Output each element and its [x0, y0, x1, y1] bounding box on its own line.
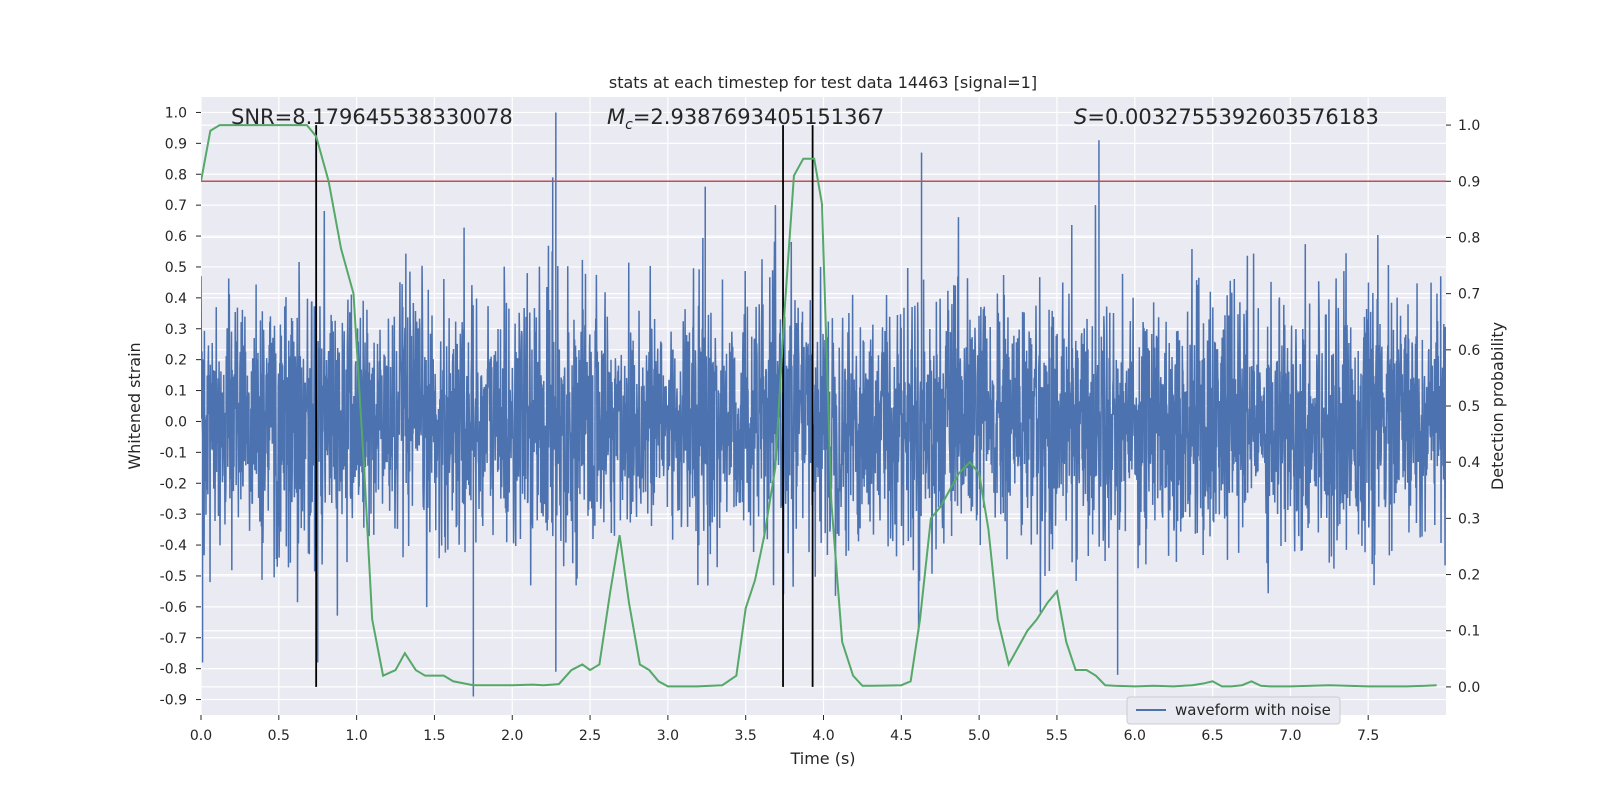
y-right-tick-label: 0.4: [1458, 455, 1480, 471]
y-left-tick-label: 0.4: [165, 291, 187, 307]
y-left-axis-ticks: 1.0 0.9 0.8 0.7 0.6 0.5 0.4 0.3 0.2 0.1 0.0 -0.1 -0.…: [160, 105, 201, 709]
y-right-axis-label: Detection probability: [1488, 322, 1507, 490]
y-right-tick-label: 0.3: [1458, 511, 1480, 527]
x-tick-label: 6.0: [1124, 728, 1146, 744]
y-left-tick-label: 0.9: [165, 136, 187, 152]
y-left-tick-label: -0.4: [160, 538, 187, 554]
x-tick-label: 5.5: [1046, 728, 1068, 744]
y-left-tick-label: 0.0: [165, 414, 187, 430]
y-right-tick-label: 0.8: [1458, 230, 1480, 246]
y-right-tick-label: 0.0: [1458, 680, 1480, 696]
y-right-tick-label: 1.0: [1458, 118, 1480, 134]
x-tick-label: 7.5: [1357, 728, 1379, 744]
s-annotation: S=0.003275539260357618​3: [1074, 105, 1379, 129]
x-tick-label: 3.5: [735, 728, 757, 744]
y-right-axis-ticks: 1.0 0.9 0.8 0.7 0.6 0.5 0.4 0.3 0.2 0.1 0.0: [1446, 118, 1480, 696]
y-left-tick-label: -0.8: [160, 662, 187, 678]
x-tick-label: 7.0: [1279, 728, 1301, 744]
x-axis-ticks: 0.0 0.5 1.0 1.5 2.0 2.5 3.0 3.5 4.0 4.5 5.0 5.5 6.0 6…: [190, 715, 1379, 744]
y-right-tick-label: 0.2: [1458, 568, 1480, 584]
y-left-tick-label: -0.7: [160, 631, 187, 647]
x-tick-label: 4.5: [890, 728, 912, 744]
y-left-tick-label: 0.8: [165, 167, 187, 183]
mc-symbol: M: [607, 105, 625, 129]
waveform-series: [201, 112, 1446, 697]
legend: waveform with noise: [1126, 696, 1341, 725]
y-right-tick-label: 0.1: [1458, 624, 1480, 640]
y-left-tick-label: 0.7: [165, 198, 187, 214]
x-tick-label: 2.5: [579, 728, 601, 744]
x-tick-label: 5.0: [968, 728, 990, 744]
x-tick-label: 3.0: [657, 728, 679, 744]
legend-box: [1126, 696, 1341, 725]
y-left-tick-label: 0.2: [165, 353, 187, 369]
y-left-tick-label: -0.9: [160, 693, 187, 709]
y-left-tick-label: -0.1: [160, 445, 187, 461]
x-tick-label: 0.5: [268, 728, 290, 744]
x-axis-label: Time (s): [789, 749, 855, 768]
mc-annotation: Mc=2.9387693405151367: [607, 105, 884, 133]
x-tick-label: 4.0: [812, 728, 834, 744]
probability-series: [201, 124, 1437, 688]
plot-content: [201, 112, 1446, 697]
y-left-tick-label: 0.3: [165, 322, 187, 338]
y-left-axis-label: Whitened strain: [125, 342, 144, 469]
x-tick-label: 1.5: [423, 728, 445, 744]
chart-title: stats at each timestep for test data 144…: [609, 73, 1037, 92]
y-left-tick-label: -0.2: [160, 476, 187, 492]
y-right-tick-label: 0.6: [1458, 343, 1480, 359]
y-left-tick-label: 1.0: [165, 105, 187, 121]
s-value: =0.003275539260357618​3: [1087, 105, 1379, 129]
y-right-tick-label: 0.5: [1458, 399, 1480, 415]
y-left-tick-label: -0.3: [160, 507, 187, 523]
x-tick-label: 6.5: [1201, 728, 1223, 744]
y-left-tick-label: 0.5: [165, 260, 187, 276]
y-left-tick-label: -0.6: [160, 600, 187, 616]
mc-value: =2.9387693405151367: [633, 105, 884, 129]
x-tick-label: 1.0: [345, 728, 367, 744]
snr-annotation: SNR=8.179645538330078: [231, 105, 513, 129]
mc-subscript: c: [625, 117, 633, 133]
y-left-tick-label: 0.1: [165, 384, 187, 400]
y-right-tick-label: 0.9: [1458, 174, 1480, 190]
y-right-tick-label: 0.7: [1458, 287, 1480, 303]
vertical-markers: [315, 125, 814, 687]
x-tick-label: 0.0: [190, 728, 212, 744]
legend-label: waveform with noise: [1175, 701, 1331, 719]
y-left-tick-label: -0.5: [160, 569, 187, 585]
y-left-tick-label: 0.6: [165, 229, 187, 245]
x-tick-label: 2.0: [501, 728, 523, 744]
s-symbol: S: [1074, 105, 1087, 129]
